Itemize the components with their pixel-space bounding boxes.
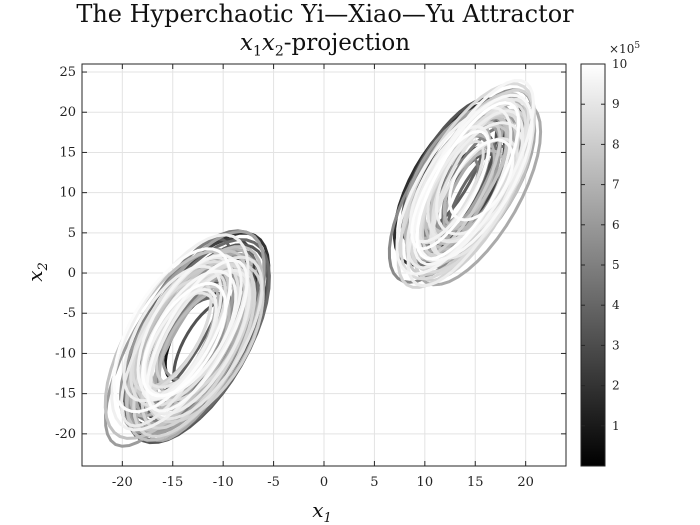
subtitle-rest: -projection (283, 30, 411, 56)
x-tick-label: 5 (370, 475, 378, 490)
x-tick-label: -20 (112, 475, 133, 490)
subtitle-var-b-sub: 2 (274, 43, 284, 60)
colorbar-tick-label: 10 (612, 57, 627, 71)
colorbar-tick-label: 2 (612, 379, 620, 393)
trajectory-loop (416, 93, 534, 262)
trajectory-loop (410, 130, 491, 251)
trajectory-loop (141, 281, 228, 398)
x-tick-label: 0 (320, 475, 328, 490)
colorbar-tick-label: 1 (612, 419, 620, 433)
trajectory-loop (418, 139, 485, 244)
y-tick-label: 0 (68, 266, 76, 281)
x-tick-label: -15 (162, 475, 183, 490)
colorbar-tick-label: 8 (612, 137, 620, 151)
x-tick-label: 15 (467, 475, 484, 490)
colorbar-ticks: 1 2 3 4 5 6 7 8 9 10 (581, 57, 627, 433)
trajectory-loop (406, 109, 525, 288)
y-tick-label: 25 (59, 65, 76, 80)
x-tick-label: 10 (417, 475, 434, 490)
y-tick-label: 5 (68, 226, 76, 241)
subtitle-var-b: x (261, 30, 275, 56)
colorbar-tick-label: 4 (612, 298, 620, 312)
colorbar-tick-label: 3 (612, 338, 620, 352)
chart-subtitle: x1x2-projection (0, 30, 650, 60)
y-tick-label: -20 (55, 427, 76, 442)
y-tick-label: 15 (59, 145, 76, 160)
subtitle-var-a-sub: 1 (252, 43, 262, 60)
y-tick-label: 20 (59, 105, 76, 120)
trajectory-loop (112, 247, 233, 414)
y-tick-label: -15 (55, 387, 76, 402)
y-tick-label: 10 (59, 186, 76, 201)
axis-ticks: -20 -15 -10 -5 0 5 10 15 20 -20 -15 -10 -5 0 5 10 15 20 25 (55, 64, 566, 490)
colorbar-multiplier: ×105 (609, 41, 640, 56)
colorbar-tick-label: 7 (612, 178, 620, 192)
trajectory-loop (148, 268, 251, 416)
y-tick-label: -5 (63, 306, 76, 321)
x-tick-label: -5 (267, 475, 280, 490)
trajectory-loop (415, 101, 521, 261)
y-axis-label: x2 (23, 262, 51, 282)
x-tick-label: -10 (213, 475, 234, 490)
trajectory-loop (110, 233, 250, 432)
trajectory (103, 79, 543, 448)
trajectory-loop (448, 138, 515, 222)
chart-title: The Hyperchaotic Yi—Xiao—Yu Attractor (76, 0, 574, 28)
x-tick-label: 20 (517, 475, 534, 490)
y-tick-label: -10 (55, 346, 76, 361)
trajectory-loop (145, 258, 249, 413)
trajectory-loop (395, 106, 513, 276)
x-axis-label: x1 (312, 498, 332, 525)
subtitle-var-a: x (239, 30, 253, 56)
colorbar-tick-label: 6 (612, 218, 620, 232)
colorbar-tick-label: 5 (612, 258, 620, 272)
colorbar-tick-label: 9 (612, 97, 620, 111)
